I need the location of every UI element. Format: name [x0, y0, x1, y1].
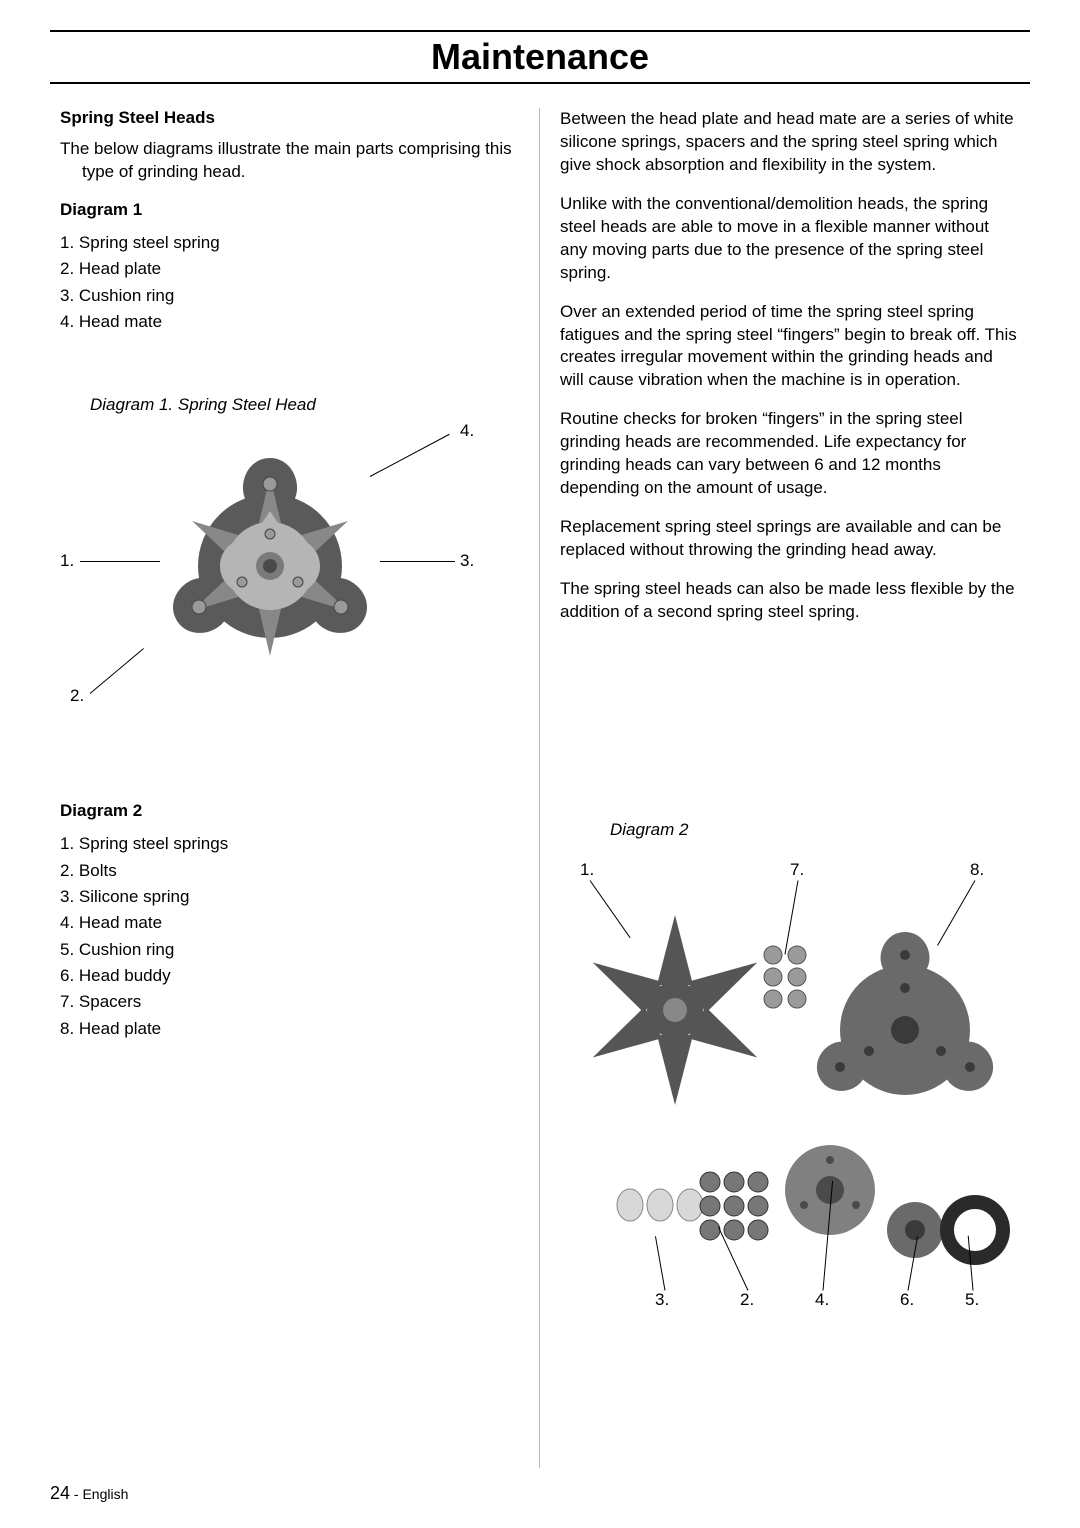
heading-diagram-1: Diagram 1	[60, 200, 519, 220]
callout-2: 2.	[740, 1290, 754, 1310]
exploded-parts-icon	[560, 860, 1020, 1320]
two-column-layout: Spring Steel Heads The below diagrams il…	[50, 108, 1030, 1468]
footer-language: - English	[70, 1486, 128, 1502]
callout-3: 3.	[460, 551, 474, 571]
heading-diagram-2: Diagram 2	[60, 801, 519, 821]
heading-spring-steel: Spring Steel Heads	[60, 108, 519, 128]
title-rule: Maintenance	[50, 30, 1030, 84]
diagram-2-caption: Diagram 2	[560, 820, 1020, 840]
callout-7: 7.	[790, 860, 804, 880]
intro-paragraph: The below diagrams illustrate the main p…	[60, 138, 519, 184]
callout-6: 6.	[900, 1290, 914, 1310]
diagram-1-list: 1. Spring steel spring 2. Head plate 3. …	[60, 230, 519, 335]
callout-4: 4.	[460, 421, 474, 441]
list-item: 2. Bolts	[60, 858, 519, 884]
body-paragraph: Routine checks for broken “fingers” in t…	[560, 408, 1020, 500]
diagram-1-caption: Diagram 1. Spring Steel Head	[60, 395, 519, 415]
list-item: 4. Head mate	[60, 309, 519, 335]
body-paragraph: Over an extended period of time the spri…	[560, 301, 1020, 393]
callout-1: 1.	[580, 860, 594, 880]
list-item: 4. Head mate	[60, 910, 519, 936]
body-paragraph: Between the head plate and head mate are…	[560, 108, 1020, 177]
diagram-2-list: 1. Spring steel springs 2. Bolts 3. Sili…	[60, 831, 519, 1042]
diagram-1-figure: 1. 2. 3. 4.	[60, 421, 500, 721]
spring-head-assembly-icon	[60, 421, 500, 721]
callout-1: 1.	[60, 551, 74, 571]
callout-4: 4.	[815, 1290, 829, 1310]
body-paragraph: Unlike with the conventional/demolition …	[560, 193, 1020, 285]
list-item: 1. Spring steel spring	[60, 230, 519, 256]
diagram-2-figure: 1. 7. 8. 3. 2. 4. 6. 5.	[560, 860, 1020, 1320]
list-item: 3. Silicone spring	[60, 884, 519, 910]
page-title: Maintenance	[50, 36, 1030, 78]
list-item: 2. Head plate	[60, 256, 519, 282]
right-column: Between the head plate and head mate are…	[540, 108, 1030, 1468]
body-paragraph: The spring steel heads can also be made …	[560, 578, 1020, 624]
page-footer: 24 - English	[50, 1483, 128, 1504]
left-column: Spring Steel Heads The below diagrams il…	[50, 108, 540, 1468]
list-item: 5. Cushion ring	[60, 937, 519, 963]
callout-2: 2.	[70, 686, 84, 706]
list-item: 6. Head buddy	[60, 963, 519, 989]
list-item: 3. Cushion ring	[60, 283, 519, 309]
callout-3: 3.	[655, 1290, 669, 1310]
page-number: 24	[50, 1483, 70, 1503]
list-item: 8. Head plate	[60, 1016, 519, 1042]
callout-5: 5.	[965, 1290, 979, 1310]
callout-8: 8.	[970, 860, 984, 880]
list-item: 1. Spring steel springs	[60, 831, 519, 857]
body-paragraph: Replacement spring steel springs are ava…	[560, 516, 1020, 562]
list-item: 7. Spacers	[60, 989, 519, 1015]
